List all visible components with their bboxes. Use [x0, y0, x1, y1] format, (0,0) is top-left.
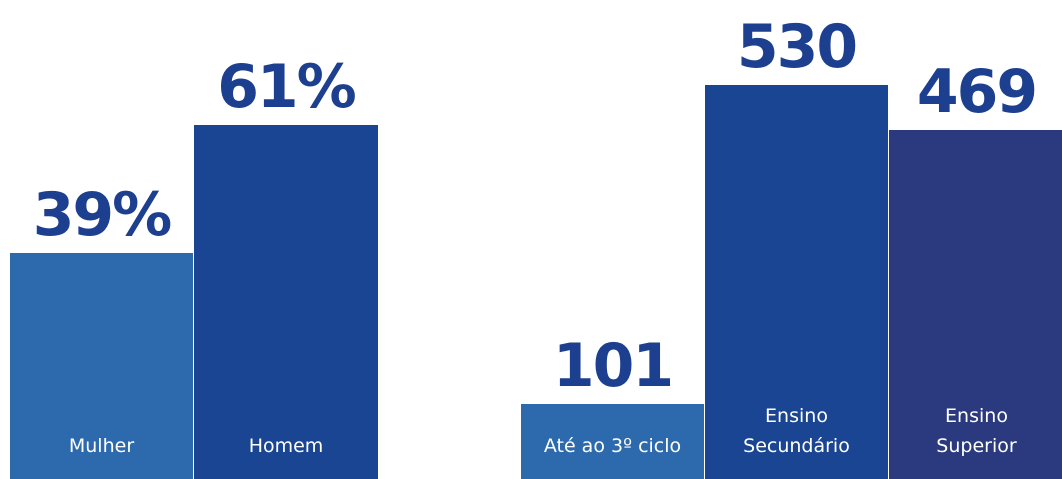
- value-label: 101: [552, 330, 674, 401]
- category-label: Ensino Superior: [936, 405, 1017, 457]
- value-label: 469: [916, 57, 1038, 128]
- bar: 101 Até ao 3º ciclo: [521, 336, 704, 479]
- value-label: 530: [736, 12, 858, 82]
- chart-gender: 39% Mulher 61% Homem: [10, 0, 378, 479]
- bar: 61% Homem: [194, 57, 378, 479]
- bar: 530 Ensino Secundário: [705, 17, 888, 479]
- category-label: Até ao 3º ciclo: [543, 435, 682, 457]
- category-label: Ensino Secundário: [743, 405, 850, 457]
- chart-education: 101 Até ao 3º ciclo 530 Ensino Secundário 46…: [521, 0, 1062, 479]
- bar: 39% Mulher: [10, 185, 193, 479]
- category-label: Homem: [248, 435, 324, 457]
- value-label: 39%: [32, 179, 173, 250]
- value-label: 61%: [217, 52, 357, 122]
- category-label: Mulher: [68, 435, 135, 457]
- bar: 469 Ensino Superior: [889, 62, 1062, 479]
